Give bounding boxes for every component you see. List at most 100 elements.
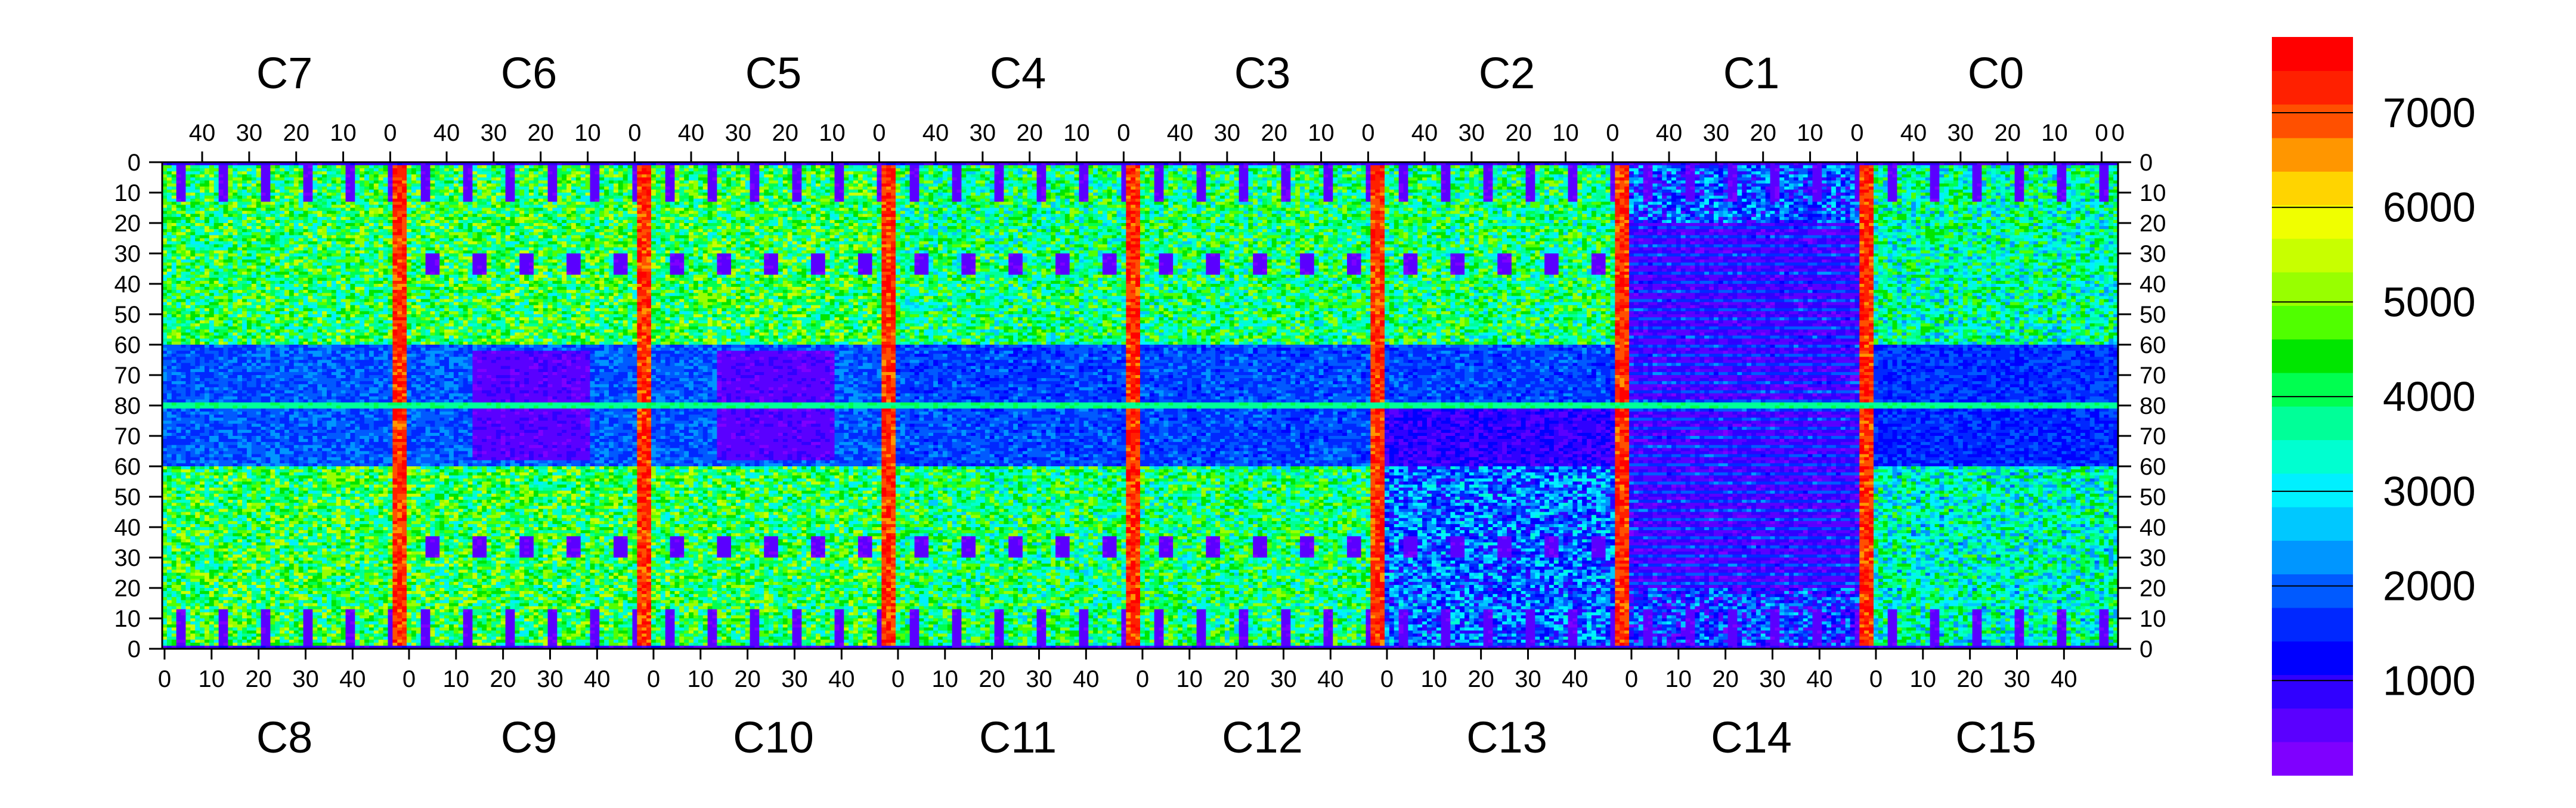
heatmap-cell bbox=[1803, 181, 1808, 184]
heatmap-cell bbox=[1563, 171, 1568, 175]
heatmap-cell bbox=[205, 165, 209, 169]
heatmap-cell bbox=[1187, 181, 1192, 184]
heatmap-cell bbox=[933, 168, 938, 172]
heatmap-cell bbox=[407, 168, 411, 172]
heatmap-cell bbox=[237, 165, 242, 169]
heatmap-cell bbox=[1695, 174, 1699, 178]
heatmap-cell bbox=[200, 178, 205, 181]
heatmap-cell bbox=[543, 178, 548, 181]
heatmap-cell bbox=[801, 174, 806, 178]
heatmap-cell bbox=[341, 184, 346, 187]
heatmap-cell bbox=[1215, 184, 1220, 187]
heatmap-cell bbox=[2061, 181, 2066, 184]
heatmap-cell bbox=[1540, 165, 1544, 169]
heatmap-cell bbox=[792, 184, 797, 187]
heatmap-cell bbox=[614, 168, 618, 172]
heatmap-cell bbox=[1620, 165, 1624, 169]
heatmap-cell bbox=[275, 184, 280, 187]
heatmap-cell bbox=[280, 165, 284, 169]
heatmap-cell bbox=[1309, 178, 1314, 181]
heatmap-cell bbox=[1841, 178, 1846, 181]
heatmap-cell bbox=[849, 184, 853, 187]
heatmap-cell bbox=[1747, 165, 1751, 169]
heatmap-cell bbox=[1234, 184, 1239, 187]
heatmap-cell bbox=[849, 171, 853, 175]
heatmap-cell bbox=[952, 168, 957, 172]
heatmap-cell bbox=[1272, 165, 1277, 169]
heatmap-cell bbox=[915, 171, 919, 175]
heatmap-cell bbox=[1488, 178, 1493, 181]
heatmap-cell bbox=[999, 171, 1004, 175]
heatmap-cell bbox=[2005, 168, 2010, 172]
heatmap-cell bbox=[1587, 165, 1592, 169]
heatmap-cell bbox=[1366, 165, 1370, 169]
heatmap-cell bbox=[1389, 171, 1394, 175]
heatmap-cell bbox=[1977, 174, 1981, 178]
heatmap-cell bbox=[1248, 168, 1253, 172]
heatmap-cell bbox=[1286, 165, 1290, 169]
heatmap-cell bbox=[1916, 168, 1921, 172]
heatmap-cell bbox=[980, 181, 985, 184]
heatmap-cell bbox=[439, 184, 444, 187]
heatmap-cell bbox=[167, 184, 172, 187]
heatmap-cell bbox=[1737, 178, 1742, 181]
heatmap-cell bbox=[2057, 174, 2062, 178]
heatmap-cell bbox=[976, 168, 980, 172]
heatmap-cell bbox=[915, 178, 919, 181]
heatmap-cell bbox=[252, 178, 256, 181]
heatmap-cell bbox=[1145, 171, 1150, 175]
heatmap-cell bbox=[1121, 184, 1126, 187]
heatmap-cell bbox=[1032, 165, 1037, 169]
heatmap-cell bbox=[948, 174, 952, 178]
heatmap-cell bbox=[1422, 181, 1427, 184]
heatmap-cell bbox=[1723, 171, 1728, 175]
heatmap-cell bbox=[1159, 165, 1164, 169]
heatmap-cell bbox=[1417, 171, 1422, 175]
heatmap-cell bbox=[853, 174, 858, 178]
heatmap-cell bbox=[1385, 165, 1389, 169]
heatmap-cell bbox=[698, 181, 703, 184]
heatmap-cell bbox=[1262, 178, 1267, 181]
heatmap-cell bbox=[943, 174, 948, 178]
heatmap-cell bbox=[299, 165, 304, 169]
heatmap-cell bbox=[1695, 168, 1699, 172]
heatmap-cell bbox=[1126, 165, 1131, 169]
heatmap-cell bbox=[656, 181, 661, 184]
heatmap-cell bbox=[1709, 168, 1714, 172]
heatmap-cell bbox=[1714, 171, 1719, 175]
heatmap-cell bbox=[614, 171, 618, 175]
heatmap-cell bbox=[439, 178, 444, 181]
heatmap-cell bbox=[618, 184, 623, 187]
heatmap-cell bbox=[270, 174, 275, 178]
heatmap-cell bbox=[1512, 178, 1516, 181]
heatmap-cell bbox=[1817, 165, 1822, 169]
heatmap-cell bbox=[534, 178, 538, 181]
heatmap-cell bbox=[1163, 184, 1168, 187]
heatmap-cell bbox=[1813, 178, 1818, 181]
heatmap-cell bbox=[995, 168, 999, 172]
heatmap-cell bbox=[449, 168, 454, 172]
heatmap-cell bbox=[698, 165, 703, 169]
heatmap-cell bbox=[426, 174, 431, 178]
heatmap-cell bbox=[181, 178, 186, 181]
heatmap-cell bbox=[1747, 181, 1751, 184]
heatmap-cell bbox=[1474, 171, 1479, 175]
heatmap-cell bbox=[1206, 181, 1210, 184]
heatmap-cell bbox=[1168, 181, 1173, 184]
heatmap-cell bbox=[1215, 181, 1220, 184]
heatmap-cell bbox=[1220, 165, 1225, 169]
heatmap-cell bbox=[205, 178, 209, 181]
heatmap-cell bbox=[948, 165, 952, 169]
heatmap-cell bbox=[332, 168, 336, 172]
heatmap-cell bbox=[1075, 184, 1079, 187]
heatmap-cell bbox=[1427, 181, 1432, 184]
heatmap-cell bbox=[2080, 178, 2085, 181]
heatmap-cell bbox=[482, 184, 487, 187]
heatmap-cell bbox=[1460, 178, 1465, 181]
heatmap-cell bbox=[167, 165, 172, 169]
heatmap-cell bbox=[439, 165, 444, 169]
heatmap-cell bbox=[632, 178, 637, 181]
heatmap-cell bbox=[332, 165, 336, 169]
heatmap-cell bbox=[788, 178, 792, 181]
